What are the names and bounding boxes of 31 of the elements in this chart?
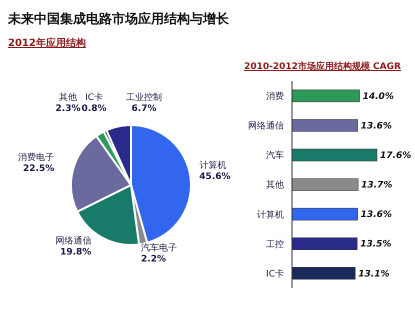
y-tick-label: 消费 xyxy=(266,90,284,102)
y-tick-label: IC卡 xyxy=(266,268,284,280)
data-label: 17.6% xyxy=(380,151,412,162)
data-label: 14.0% xyxy=(362,92,394,102)
slice-label: 其他 xyxy=(59,92,78,103)
chart-subtitle: 2012年应用结构 xyxy=(8,36,87,50)
slice-label: 网络通信 xyxy=(55,235,92,246)
chart-title: 2010-2012市场应用结构规模 CAGR xyxy=(243,60,402,73)
data-label: 13.1% xyxy=(358,269,390,280)
data-label: 13.6% xyxy=(360,121,392,132)
y-tick-label: 网络通信 xyxy=(248,120,284,132)
data-label: 6.7% xyxy=(132,104,156,114)
y-tick-label: 其他 xyxy=(266,180,284,191)
data-label: 0.8% xyxy=(82,104,107,114)
y-tick-label: 汽车 xyxy=(266,150,284,162)
slice-label: 工业控制 xyxy=(126,92,162,103)
data-label: 45.6% xyxy=(199,172,231,182)
data-label: 13.5% xyxy=(360,240,392,250)
y-tick-label: 工控 xyxy=(266,238,284,250)
chart-title: 未来中国集成电路市场应用结构与增长 xyxy=(8,10,230,28)
data-label: 19.8% xyxy=(60,247,92,258)
slice-label: 汽车电子 xyxy=(141,242,178,254)
y-tick-label: 计算机 xyxy=(257,209,284,220)
slice-label: 消费电子 xyxy=(18,152,54,163)
slice-label: IC卡 xyxy=(85,92,104,103)
data-label: 2.3% xyxy=(56,104,81,114)
data-label: 13.6% xyxy=(360,210,392,220)
slice-label: 计算机 xyxy=(199,160,226,171)
data-label: 2.2% xyxy=(141,254,166,264)
data-label: 22.5% xyxy=(23,164,54,174)
data-label: 13.7% xyxy=(361,180,392,191)
